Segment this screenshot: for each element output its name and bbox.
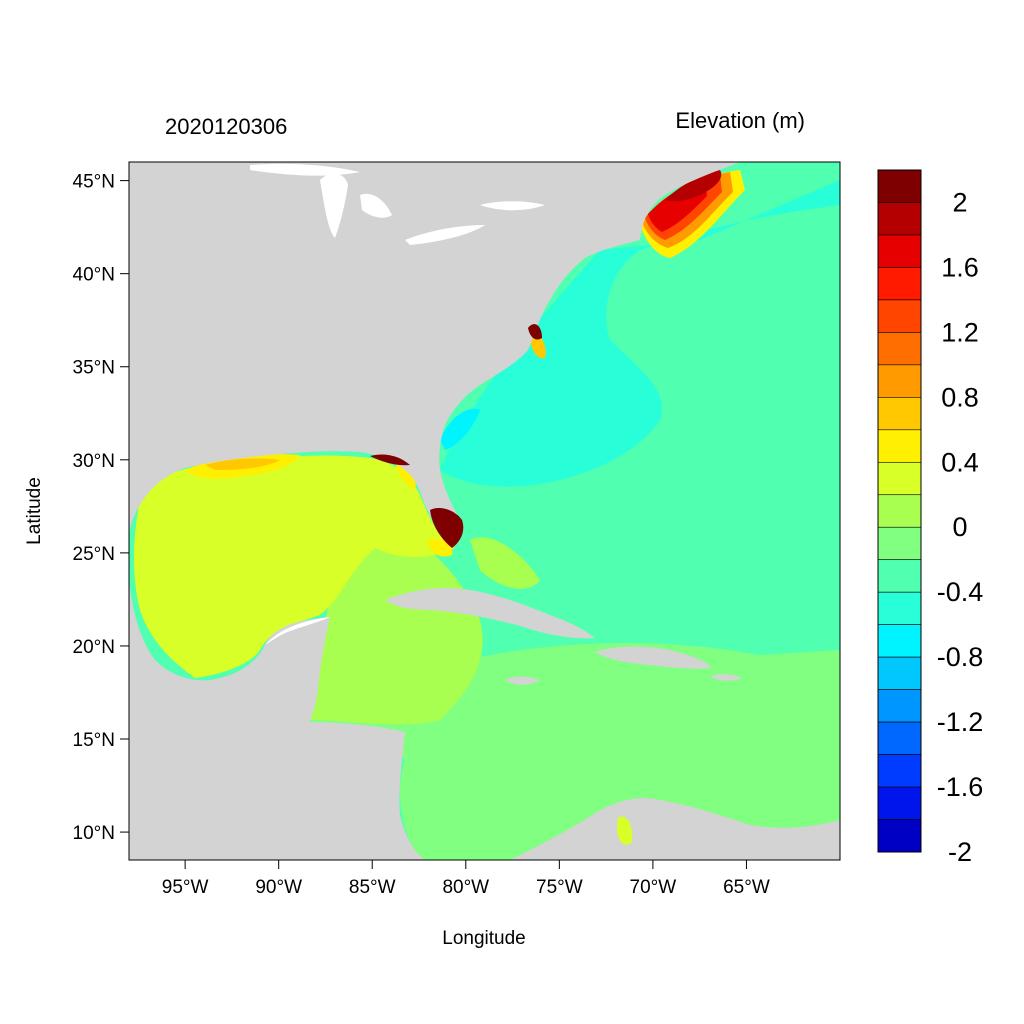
gulf-of-maine-surge-5	[665, 170, 722, 202]
colorbar-swatch	[877, 234, 922, 268]
colorbar-swatch	[877, 169, 922, 203]
land-jamaica	[505, 676, 540, 685]
colorbar-swatch	[877, 819, 922, 853]
land-mexico-central-america	[129, 580, 425, 860]
colorbar-swatch	[877, 689, 922, 723]
colorbar-swatch	[877, 559, 922, 593]
colorbar-label: -2	[948, 837, 972, 867]
colorbar-swatch	[877, 754, 922, 788]
y-tick-label: 25°N	[73, 544, 115, 565]
colorbar-swatch	[877, 526, 922, 561]
y-tick-label: 35°N	[73, 358, 115, 379]
map-frame	[128, 161, 841, 861]
colorbar-label: 1.2	[941, 317, 979, 347]
colorbar-swatch	[877, 591, 922, 625]
y-tick-label: 15°N	[73, 730, 115, 751]
x-tick-label: 85°W	[349, 877, 396, 898]
coastal-depression-core	[440, 408, 480, 450]
y-tick-label: 45°N	[73, 172, 115, 193]
colorbar-label: -1.6	[937, 772, 984, 802]
colorbar-label: -1.2	[937, 707, 984, 737]
x-tick-label: 95°W	[162, 877, 209, 898]
map-panel	[129, 162, 840, 860]
colorbar-swatch	[877, 786, 922, 820]
x-tick-label: 70°W	[630, 877, 677, 898]
y-tick-label: 30°N	[73, 451, 115, 472]
elevation-colorbar: 2 1.6 1.2 0.8 0.4 0 -0.4 -0.8 -1.2 -1.6 -2	[877, 169, 984, 867]
gulf-coast-surge-high	[205, 458, 280, 470]
colorbar-swatch	[877, 461, 922, 496]
florida-gulf-surge	[395, 462, 416, 490]
land-hispaniola	[595, 646, 712, 669]
run-timestamp-title: 2020120306	[165, 114, 287, 139]
colorbar-swatch	[877, 624, 922, 658]
land-south-america	[510, 798, 840, 860]
land-cuba	[385, 588, 595, 639]
y-axis-label: Latitude	[24, 477, 45, 545]
colorbar-swatch	[877, 721, 922, 755]
x-tick-label: 90°W	[255, 877, 302, 898]
land-north-america	[129, 162, 740, 548]
latitude-axis: 45°N 40°N 35°N 30°N 25°N 20°N 15°N 10°N	[73, 172, 129, 844]
colorbar-swatch	[877, 397, 922, 431]
x-tick-label: 65°W	[723, 877, 770, 898]
longitude-axis: 95°W 90°W 85°W 80°W 75°W 70°W 65°W	[162, 860, 770, 898]
bahamas-surge	[470, 537, 540, 589]
big-bend-surge	[370, 454, 410, 466]
colorbar-swatch	[877, 202, 922, 236]
great-lakes	[250, 163, 545, 245]
x-tick-label: 80°W	[442, 877, 489, 898]
colorbar-label: 2	[952, 187, 967, 217]
lake-maracaibo	[617, 816, 633, 845]
land-puerto-rico	[710, 674, 742, 681]
colorbar-swatch	[877, 656, 922, 690]
variable-title: Elevation (m)	[675, 108, 805, 133]
x-axis-label: Longitude	[442, 928, 525, 949]
chesapeake-surge	[528, 324, 542, 340]
mid-atlantic-surge	[530, 334, 546, 359]
gulf-of-mexico	[134, 455, 455, 678]
colorbar-swatch	[877, 332, 922, 366]
colorbar-swatch	[877, 429, 922, 463]
colorbar-swatch	[877, 364, 922, 398]
colorbar-label: 0.4	[941, 447, 979, 477]
x-tick-label: 75°W	[536, 877, 583, 898]
colorbar-label: 1.6	[941, 252, 979, 282]
colorbar-frame	[877, 169, 922, 853]
florida-keys-surge	[428, 538, 453, 557]
colorbar-label: 0	[952, 512, 967, 542]
colorbar-swatch	[877, 494, 922, 528]
colorbar-swatch	[877, 267, 922, 301]
colorbar-swatch	[877, 299, 922, 333]
colorbar-label: 0.8	[941, 382, 979, 412]
florida-peninsula-surge	[430, 508, 464, 548]
colorbar-label: -0.4	[937, 577, 984, 607]
y-tick-label: 10°N	[73, 823, 115, 844]
y-tick-label: 40°N	[73, 265, 115, 286]
coastal-depression-band	[440, 180, 840, 487]
y-tick-label: 20°N	[73, 637, 115, 658]
colorbar-label: -0.8	[937, 642, 984, 672]
